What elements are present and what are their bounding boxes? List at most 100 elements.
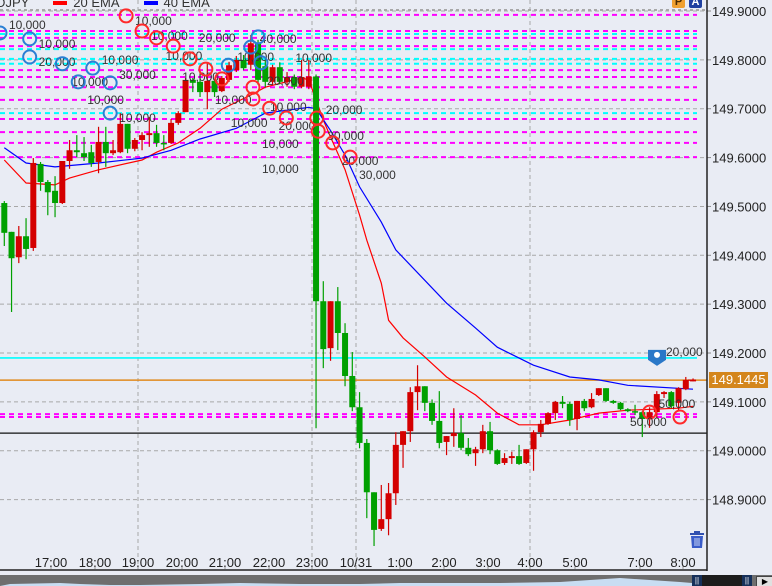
candles-layer bbox=[1, 34, 697, 547]
candle bbox=[298, 59, 305, 89]
candle-body bbox=[523, 449, 530, 463]
candle-body bbox=[327, 301, 334, 349]
trash-icon[interactable] bbox=[689, 531, 705, 549]
marker-qty-label: 20,000 bbox=[267, 74, 304, 88]
candle-body bbox=[356, 407, 363, 443]
candle-body bbox=[530, 432, 537, 450]
candle-body bbox=[537, 423, 544, 433]
navigator-window[interactable] bbox=[692, 575, 750, 586]
candle-body bbox=[66, 150, 73, 162]
x-tick-label: 4:00 bbox=[517, 555, 542, 570]
y-tick-label: 149.8000 bbox=[712, 53, 766, 68]
candle-body bbox=[305, 76, 312, 87]
navigator-left-handle[interactable]: || bbox=[692, 575, 702, 586]
marker-qty-label: 10,000 bbox=[237, 50, 274, 64]
candle bbox=[682, 376, 689, 391]
candle bbox=[414, 365, 421, 411]
marker-qty-label: 10,000 bbox=[215, 93, 252, 107]
x-tick-label: 23:00 bbox=[296, 555, 329, 570]
candle-body bbox=[479, 431, 486, 450]
candle bbox=[15, 225, 22, 264]
x-tick-label: 2:00 bbox=[431, 555, 456, 570]
marker-circle-icon bbox=[102, 75, 118, 91]
scroll-right-button[interactable]: ▶ bbox=[756, 576, 772, 586]
buy-marker: 20,000 bbox=[250, 29, 304, 88]
candle-body bbox=[313, 76, 320, 302]
a-button[interactable]: A bbox=[689, 0, 702, 8]
marker-qty-label: 50,000 bbox=[630, 415, 667, 429]
buy-marker: 10,000 bbox=[70, 74, 124, 107]
candle-body bbox=[342, 332, 349, 376]
sell-marker: 10,000 bbox=[198, 61, 252, 107]
candle bbox=[211, 78, 218, 97]
candle bbox=[139, 132, 146, 151]
candle-body bbox=[436, 420, 443, 443]
candle-body bbox=[204, 80, 211, 93]
marker-qty-label: 20,000 bbox=[199, 31, 236, 45]
ema-layer bbox=[3, 77, 694, 426]
candle-body bbox=[414, 386, 421, 393]
candle-body bbox=[291, 76, 298, 87]
marker-qty-label: 10,000 bbox=[39, 37, 76, 51]
buy-marker: 10,000 bbox=[85, 53, 139, 76]
candle-body bbox=[298, 76, 305, 87]
marker-circle-icon bbox=[250, 29, 266, 45]
buy-marker: 10,000 bbox=[253, 55, 307, 114]
marker-circle-icon bbox=[149, 30, 165, 46]
candle-body bbox=[385, 493, 392, 520]
navigator-silhouette bbox=[0, 578, 692, 586]
candle-body bbox=[334, 301, 341, 333]
candle-body bbox=[675, 388, 682, 403]
candle bbox=[574, 400, 581, 431]
candle bbox=[559, 396, 566, 409]
candle-body bbox=[349, 375, 356, 408]
candle-body bbox=[632, 411, 639, 413]
x-tick-label: 8:00 bbox=[670, 555, 695, 570]
candle bbox=[407, 387, 414, 442]
candle-body bbox=[552, 401, 559, 414]
x-tick-label: 18:00 bbox=[79, 555, 112, 570]
candle bbox=[342, 323, 349, 387]
candle bbox=[59, 161, 66, 204]
candle bbox=[131, 138, 138, 152]
ema40-swatch bbox=[143, 0, 158, 5]
marker-circle-icon bbox=[22, 31, 38, 47]
candle bbox=[400, 431, 407, 468]
y-tick-label: 149.5000 bbox=[712, 199, 766, 214]
candle bbox=[603, 388, 610, 402]
candle-body bbox=[168, 122, 175, 143]
buy-marker: 10,000 bbox=[220, 50, 274, 73]
candle bbox=[581, 398, 588, 412]
candle bbox=[595, 388, 602, 397]
candle bbox=[197, 73, 204, 97]
x-tick-label: 19:00 bbox=[122, 555, 155, 570]
marker-circle-icon bbox=[70, 74, 86, 90]
candle-body bbox=[276, 67, 283, 82]
p-button[interactable]: P bbox=[672, 0, 685, 8]
candle bbox=[617, 401, 624, 411]
sell-marker: 20,000 bbox=[182, 31, 236, 67]
navigator-right-handle[interactable]: || bbox=[742, 575, 752, 586]
candle bbox=[110, 139, 117, 156]
buy-marker: 10,000 bbox=[22, 31, 76, 51]
candle-body bbox=[189, 79, 196, 83]
candle bbox=[327, 301, 334, 361]
candle-body bbox=[1, 203, 8, 233]
candle-body bbox=[458, 433, 465, 448]
candle-body bbox=[363, 442, 370, 493]
x-tick-label: 1:00 bbox=[387, 555, 412, 570]
candle bbox=[160, 135, 167, 151]
marker-circle-icon bbox=[102, 105, 118, 121]
chart-navigator[interactable]: || || ▶ bbox=[0, 575, 772, 586]
marker-qty-label: 10,000 bbox=[262, 162, 299, 176]
x-tick-label: 22:00 bbox=[253, 555, 286, 570]
sell-marker: 10,000 bbox=[278, 51, 332, 126]
candle bbox=[233, 55, 240, 73]
candle-body bbox=[450, 433, 457, 437]
marker-qty-label: 30,000 bbox=[359, 168, 396, 182]
chart-legend: USDJPY 20 EMA 40 EMA bbox=[0, 0, 210, 10]
axes-layer: 149.9000 149.8000 149.7000 149.6000 149.5000… bbox=[0, 0, 766, 571]
candle bbox=[349, 352, 356, 412]
candle bbox=[117, 113, 124, 154]
